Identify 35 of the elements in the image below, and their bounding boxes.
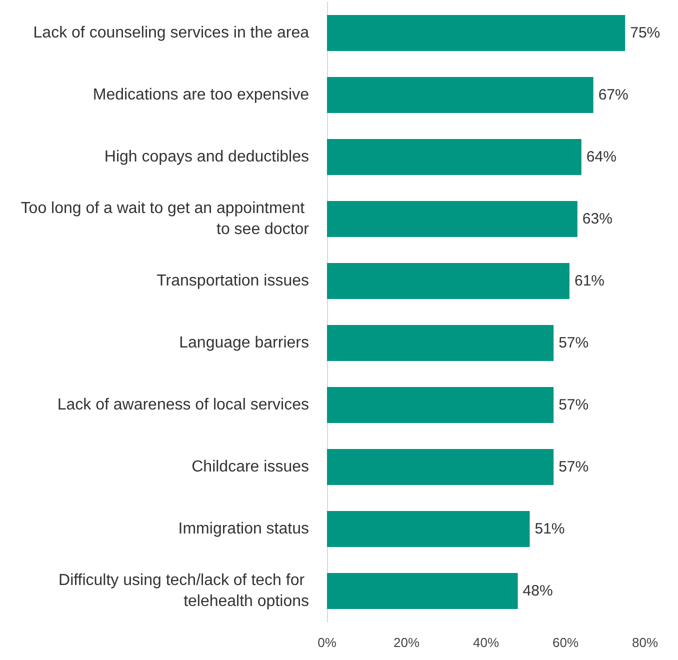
data-label: 67%	[598, 86, 628, 104]
bar	[327, 511, 530, 547]
y-tick-label: Lack of awareness of local services	[57, 396, 309, 414]
data-label: 57%	[558, 334, 589, 352]
y-tick-label: Language barriers	[179, 334, 309, 352]
bar	[327, 325, 554, 361]
x-tick-label: 60%	[552, 635, 579, 650]
y-tick-label: High copays and deductibles	[104, 148, 309, 166]
data-label: 48%	[522, 582, 553, 600]
bar	[327, 139, 582, 175]
y-tick-label: Immigration status	[178, 520, 309, 538]
bar	[327, 263, 570, 299]
bar	[327, 387, 554, 423]
data-label: 57%	[558, 396, 589, 414]
data-label: 64%	[586, 148, 616, 166]
data-label: 63%	[582, 210, 612, 228]
y-tick-label: Lack of counseling services in the area	[33, 24, 310, 42]
bar	[327, 573, 518, 609]
y-tick-label: Childcare issues	[192, 458, 309, 476]
x-tick-label: 80%	[632, 635, 658, 650]
data-label: 51%	[534, 520, 565, 538]
y-tick-label: Difficulty using tech/lack of tech for telehealth options	[58, 572, 309, 610]
y-tick-label: Too long of a wait to get an appointment to see doctor	[20, 200, 310, 238]
data-label: 57%	[558, 458, 589, 476]
bar	[327, 77, 594, 113]
data-label: 61%	[574, 272, 605, 290]
x-tick-label: 0%	[318, 635, 337, 650]
bar	[327, 201, 578, 237]
y-tick-label: Transportation issues	[156, 272, 309, 290]
bar	[327, 449, 554, 485]
x-tick-label: 40%	[472, 635, 500, 650]
x-tick-label: 20%	[393, 635, 420, 650]
y-tick-label: Medications are too expensive	[92, 86, 310, 104]
data-label: 75%	[630, 24, 660, 42]
bar	[327, 15, 626, 51]
